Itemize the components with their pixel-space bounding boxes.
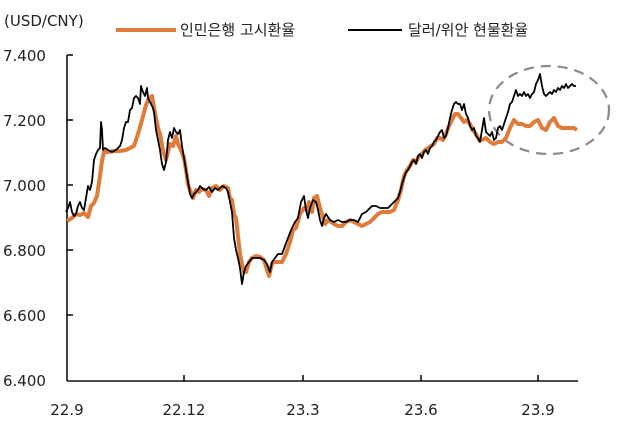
x-tick-label: 23.3 (286, 401, 319, 419)
series-line-spot-rate (65, 73, 576, 285)
y-tick-label: 6.400 (3, 372, 46, 390)
y-tick-label: 6.600 (3, 307, 46, 325)
legend-label-spot-rate: 달러/위안 현물환율 (408, 21, 528, 39)
y-tick-label: 7.400 (3, 47, 46, 65)
y-axis-labels: 7.400 7.200 7.000 6.800 6.600 6.400 (3, 47, 46, 390)
highlight-ellipse (487, 64, 611, 156)
x-tick-label: 22.9 (50, 401, 83, 419)
x-tick-label: 23.6 (404, 401, 437, 419)
axes (66, 54, 578, 382)
x-axis-labels: 22.9 22.12 23.3 23.6 23.9 (50, 401, 554, 419)
legend-label-fixing-rate: 인민은행 고시환율 (180, 21, 295, 39)
y-tick-label: 7.200 (3, 112, 46, 130)
y-tick-label: 7.000 (3, 177, 46, 195)
y-unit-label: (USD/CNY) (4, 12, 84, 30)
x-tick-label: 23.9 (521, 401, 554, 419)
legend: 인민은행 고시환율 달러/위안 현물환율 (116, 21, 528, 39)
x-tick-label: 22.12 (163, 401, 206, 419)
series-line-fixing-rate (65, 94, 579, 278)
y-tick-label: 6.800 (3, 242, 46, 260)
